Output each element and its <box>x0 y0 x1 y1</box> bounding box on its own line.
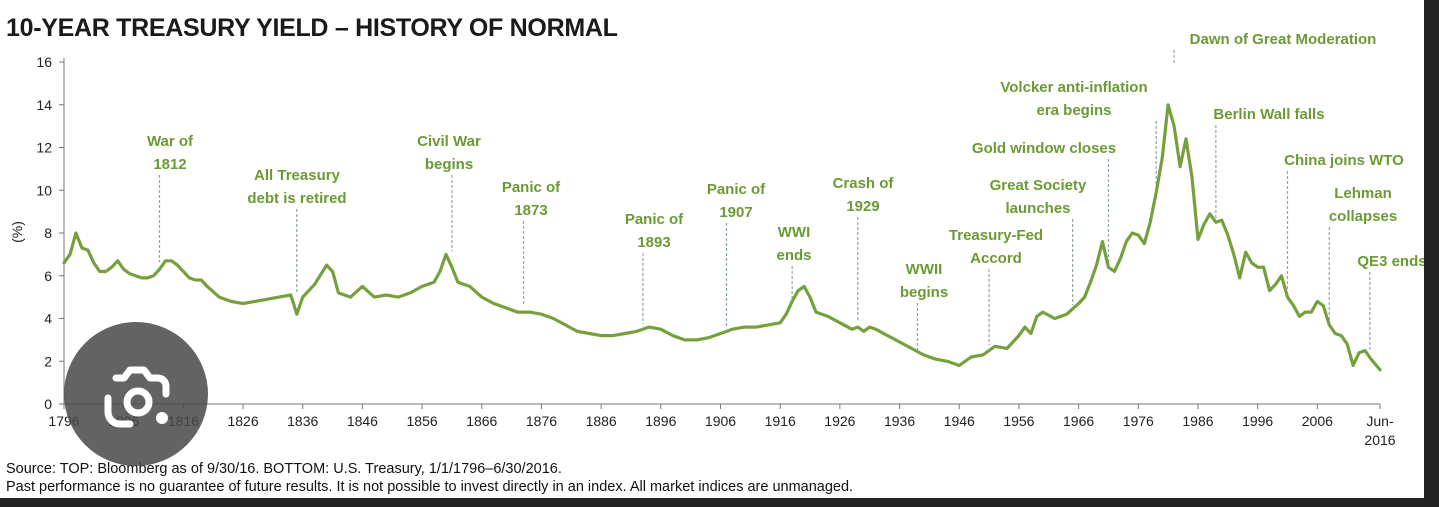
x-tick-label: 1986 <box>1182 413 1213 429</box>
yield-series-line <box>62 103 1382 372</box>
x-tick-label: 1976 <box>1123 413 1154 429</box>
y-tick-label: 4 <box>44 311 52 327</box>
y-tick-label: 16 <box>36 54 52 70</box>
annotation-label: Dawn of Great Moderation <box>1190 31 1377 48</box>
y-tick-label: 6 <box>44 268 52 284</box>
x-tick-label: 1926 <box>824 413 855 429</box>
annotation-label: Panic of 1873 <box>502 179 561 219</box>
x-tick-label: Jun-2016 <box>1364 413 1395 448</box>
x-tick-label: 1866 <box>466 413 497 429</box>
x-tick-label: 1826 <box>227 413 258 429</box>
x-tick-label: 2006 <box>1302 413 1333 429</box>
x-tick-label: 1946 <box>944 413 975 429</box>
chart-title: 10-YEAR TREASURY YIELD – HISTORY OF NORM… <box>6 14 618 42</box>
bottom-edge-bar <box>0 498 1439 507</box>
annotation-label: China joins WTO <box>1284 152 1404 169</box>
y-tick-label: 2 <box>44 353 52 369</box>
annotation-label: WWII begins <box>900 261 948 301</box>
x-tick-label: 1856 <box>407 413 438 429</box>
x-tick-label: 1936 <box>884 413 915 429</box>
y-tick-label: 14 <box>36 97 52 113</box>
x-tick-label: 1916 <box>765 413 796 429</box>
annotation-label: Treasury-Fed Accord <box>949 227 1043 267</box>
y-tick-label: 10 <box>36 182 52 198</box>
x-tick-label: 1956 <box>1003 413 1034 429</box>
annotation-label: War of 1812 <box>147 133 194 173</box>
annotation-label: QE3 ends <box>1357 253 1424 270</box>
x-tick-label: 1846 <box>347 413 378 429</box>
annotation-label: Gold window closes <box>972 140 1116 157</box>
right-edge-bar <box>1424 0 1439 507</box>
annotation-label: Lehman collapses <box>1329 185 1397 225</box>
axes-layer: 0246810121416179618061816182618361846185… <box>36 54 1395 448</box>
annotation-label: Berlin Wall falls <box>1213 106 1324 123</box>
x-tick-label: 1896 <box>645 413 676 429</box>
series-layer <box>62 103 1382 372</box>
x-tick-label: 1886 <box>586 413 617 429</box>
annotation-label: Panic of 1893 <box>625 211 684 251</box>
x-tick-label: 1836 <box>287 413 318 429</box>
y-tick-label: 0 <box>44 396 52 412</box>
annotation-label: Great Society launches <box>990 177 1087 217</box>
y-axis-label: (%) <box>9 221 25 243</box>
x-tick-label: 1906 <box>705 413 736 429</box>
google-lens-button[interactable] <box>64 322 208 466</box>
x-tick-label: 1996 <box>1242 413 1273 429</box>
disclaimer-line: Past performance is no guarantee of futu… <box>6 479 854 495</box>
annotation-label: Crash of 1929 <box>833 175 895 215</box>
annotation-label: Volcker anti-inflation era begins <box>1000 79 1147 119</box>
x-tick-label: 1876 <box>526 413 557 429</box>
annotation-label: All Treasury debt is retired <box>247 167 346 207</box>
x-tick-label: 1966 <box>1063 413 1094 429</box>
annotations-layer: War of 1812 All Treasury debt is retired Civ… <box>147 31 1424 352</box>
annotation-label: WWI ends <box>776 224 811 264</box>
y-tick-label: 8 <box>44 225 52 241</box>
google-lens-icon <box>104 366 170 428</box>
chart-svg: War of 1812 All Treasury debt is retired Civ… <box>9 31 1424 448</box>
annotation-label: Civil War begins <box>417 133 481 173</box>
y-tick-label: 12 <box>36 140 52 156</box>
annotation-label: Panic of 1907 <box>707 181 766 221</box>
